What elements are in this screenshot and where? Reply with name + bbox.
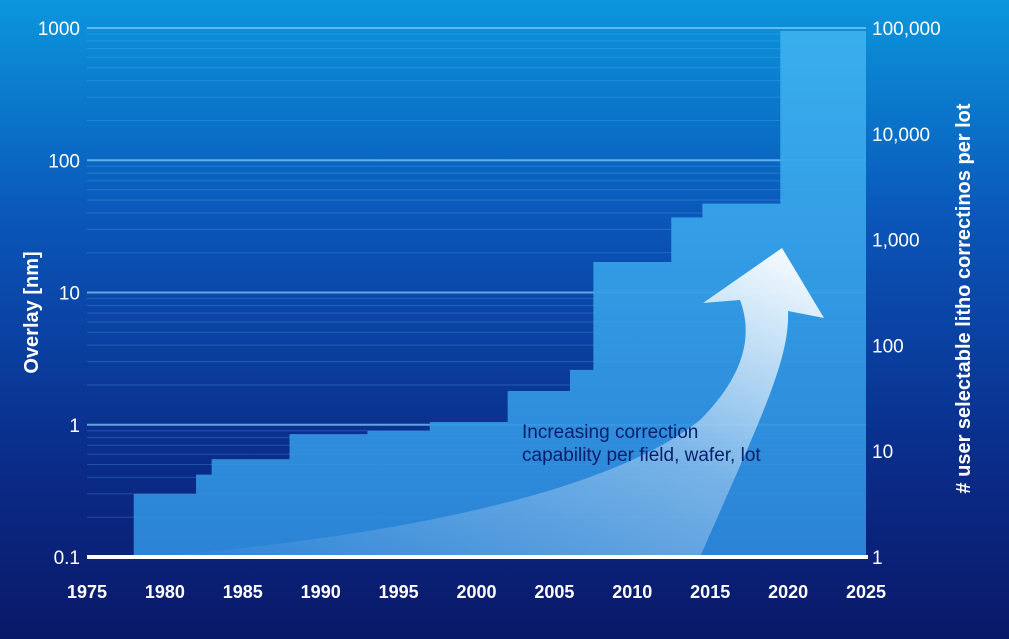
right-tick-label: 1 (872, 548, 883, 569)
x-tick-label: 2010 (612, 582, 652, 602)
left-tick-label: 0.1 (54, 548, 80, 569)
y-axis-left-label: Overlay [nm] (21, 251, 43, 373)
x-tick-label: 2005 (534, 582, 574, 602)
x-tick-label: 1985 (223, 582, 263, 602)
annotation-line-2: capability per field, wafer, lot (522, 445, 761, 466)
curved-arrow (150, 248, 824, 557)
right-tick-label: 100 (872, 336, 904, 357)
x-tick-label: 2025 (846, 582, 886, 602)
right-tick-label: 10,000 (872, 125, 930, 146)
left-tick-label: 100 (48, 151, 80, 172)
x-tick-label: 1995 (379, 582, 419, 602)
x-tick-label: 1980 (145, 582, 185, 602)
x-axis-ticks: 1975 1980 1985 1990 1995 2000 2005 2010 2015 2020… (67, 582, 886, 602)
annotation-line-1: Increasing correction (522, 422, 698, 443)
left-tick-label: 1 (69, 416, 80, 437)
right-tick-label: 1,000 (872, 231, 920, 252)
arrow-layer (150, 248, 824, 557)
x-tick-label: 2000 (456, 582, 496, 602)
x-tick-label: 1975 (67, 582, 107, 602)
right-tick-label: 100,000 (872, 19, 941, 40)
x-tick-label: 2020 (768, 582, 808, 602)
x-tick-label: 2015 (690, 582, 730, 602)
right-tick-label: 10 (872, 442, 893, 463)
left-tick-label: 10 (59, 284, 80, 305)
left-axis-ticks: 0.1 1 10 100 1000 (38, 19, 80, 569)
right-axis-ticks: 1 10 100 1,000 10,000 100,000 (872, 19, 941, 569)
series-area (133, 30, 867, 558)
left-tick-label: 1000 (38, 19, 80, 40)
step-area (133, 30, 867, 558)
y-axis-right-label: # user selectable litho correctinos per … (953, 103, 975, 493)
x-tick-label: 1990 (301, 582, 341, 602)
